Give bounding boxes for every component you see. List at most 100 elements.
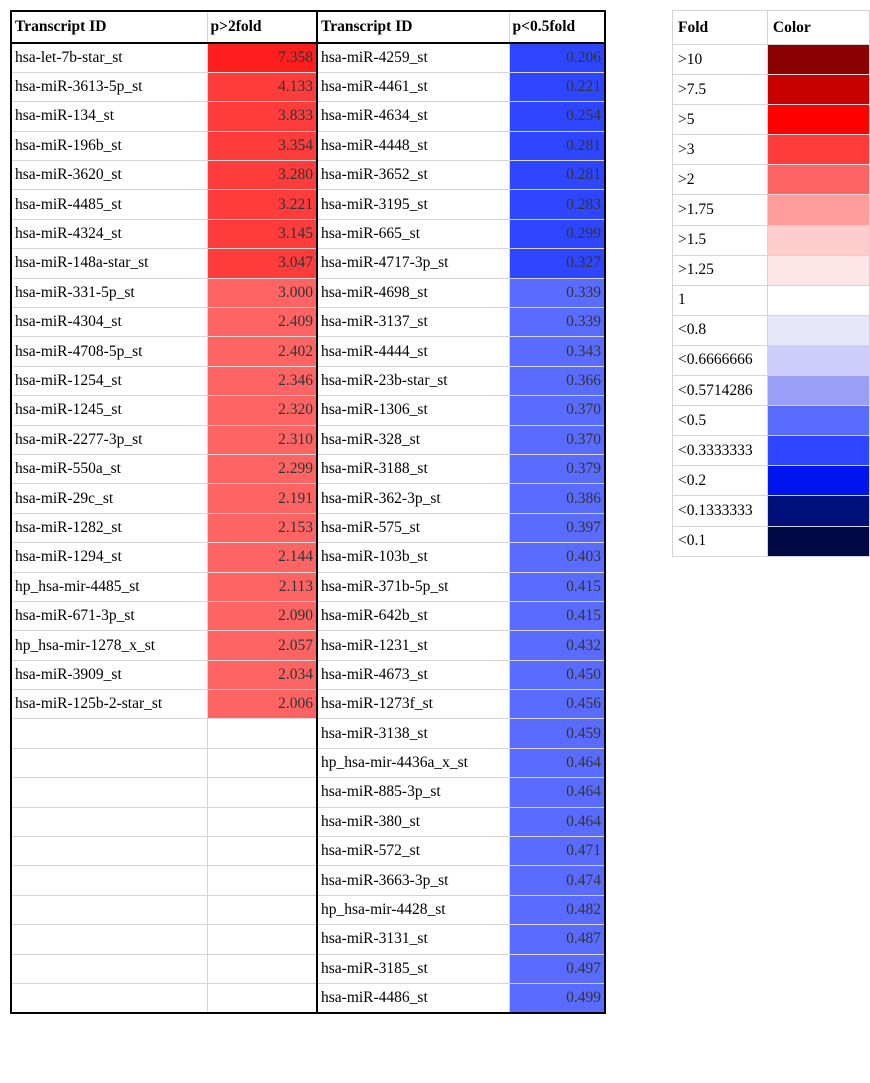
down-fold-value: 0.370: [509, 425, 606, 455]
up-transcript-id: hsa-miR-331-5p_st: [10, 278, 208, 309]
legend-color-swatch: [767, 345, 870, 377]
table-row: hsa-miR-1254_st 2.346 hsa-miR-23b-star_st 0…: [10, 366, 606, 397]
legend-color-swatch: [767, 526, 870, 557]
legend-color-swatch: [767, 315, 870, 346]
legend-fold-label: <0.1333333: [672, 495, 768, 527]
legend-fold-label: >1.5: [672, 225, 768, 256]
down-transcript-id: hp_hsa-mir-4428_st: [316, 895, 510, 926]
down-fold-value: 0.471: [509, 836, 606, 867]
up-fold-value: 2.191: [207, 483, 318, 514]
table-row: hsa-miR-4486_st 0.499: [10, 983, 606, 1014]
down-transcript-id: hsa-miR-642b_st: [316, 601, 510, 632]
table-row: hp_hsa-mir-4485_st 2.113 hsa-miR-371b-5p_s…: [10, 572, 606, 602]
down-fold-value: 0.379: [509, 454, 606, 485]
down-transcript-id: hsa-miR-575_st: [316, 513, 510, 544]
down-transcript-id: hsa-miR-3195_st: [316, 189, 510, 220]
table-row: hsa-miR-885-3p_st 0.464: [10, 777, 606, 808]
down-fold-value: 0.339: [509, 307, 606, 338]
up-transcript-id: hsa-miR-671-3p_st: [10, 601, 208, 632]
up-fold-value: 2.320: [207, 395, 318, 426]
legend-color-swatch: [767, 134, 870, 166]
down-fold-value: 0.339: [509, 278, 606, 309]
legend-fold-label: <0.5714286: [672, 375, 768, 407]
legend-row: <0.6666666: [672, 345, 870, 377]
down-fold-value: 0.327: [509, 248, 606, 279]
up-transcript-id: hsa-miR-4708-5p_st: [10, 336, 208, 367]
table-row: hsa-miR-3613-5p_st 4.133 hsa-miR-4461_st 0.…: [10, 72, 606, 103]
table-row: hsa-miR-4304_st 2.409 hsa-miR-3137_st 0.339: [10, 307, 606, 338]
up-transcript-id: [10, 954, 208, 985]
legend-row: <0.1333333: [672, 495, 870, 527]
color-legend-table: Fold Color >10 >7.5 >5 >3 >2 >1.75 >1.5 >1.25 1 <…: [672, 10, 870, 557]
down-fold-value: 0.464: [509, 748, 606, 779]
up-fold-value: 3.221: [207, 189, 318, 220]
up-fold-value: [207, 895, 318, 926]
down-fold-value: 0.487: [509, 924, 606, 955]
legend-fold-label: >1.75: [672, 194, 768, 226]
up-fold-value: 3.047: [207, 248, 318, 279]
down-fold-value: 0.432: [509, 630, 606, 661]
legend-header-color: Color: [767, 10, 870, 45]
up-fold-value: 2.034: [207, 660, 318, 691]
down-transcript-id: hsa-miR-371b-5p_st: [316, 572, 510, 602]
down-transcript-id: hsa-miR-23b-star_st: [316, 366, 510, 397]
down-transcript-id: hsa-miR-4698_st: [316, 278, 510, 309]
legend-color-swatch: [767, 255, 870, 286]
down-transcript-id: hsa-miR-1306_st: [316, 395, 510, 426]
up-fold-value: 2.153: [207, 513, 318, 544]
down-transcript-id: hsa-miR-885-3p_st: [316, 777, 510, 808]
legend-fold-label: >3: [672, 134, 768, 166]
table-row: hsa-miR-4708-5p_st 2.402 hsa-miR-4444_st 0.…: [10, 336, 606, 367]
up-transcript-id: [10, 895, 208, 926]
down-fold-value: 0.343: [509, 336, 606, 367]
header-down-fold: p<0.5fold: [509, 10, 606, 44]
legend-color-swatch: [767, 194, 870, 226]
legend-color-swatch: [767, 285, 870, 316]
legend-row: >1.5: [672, 225, 870, 256]
legend-color-swatch: [767, 405, 870, 437]
up-fold-value: 2.402: [207, 336, 318, 367]
down-transcript-id: hsa-miR-572_st: [316, 836, 510, 867]
legend-header-fold: Fold: [672, 10, 768, 45]
up-transcript-id: hsa-miR-3909_st: [10, 660, 208, 691]
up-transcript-id: [10, 718, 208, 749]
legend-fold-label: <0.1: [672, 526, 768, 557]
down-transcript-id: hsa-miR-3131_st: [316, 924, 510, 955]
table-row: hsa-miR-671-3p_st 2.090 hsa-miR-642b_st 0.4…: [10, 601, 606, 632]
down-fold-value: 0.366: [509, 366, 606, 397]
up-transcript-id: hsa-miR-1294_st: [10, 542, 208, 573]
legend-fold-label: <0.5: [672, 405, 768, 437]
legend-row: >7.5: [672, 74, 870, 106]
down-transcript-id: hsa-miR-3185_st: [316, 954, 510, 985]
up-transcript-id: [10, 748, 208, 779]
down-transcript-id: hsa-miR-4634_st: [316, 101, 510, 132]
down-fold-value: 0.464: [509, 777, 606, 808]
up-fold-value: 2.346: [207, 366, 318, 397]
up-transcript-id: hsa-miR-2277-3p_st: [10, 425, 208, 455]
table-row: hsa-miR-2277-3p_st 2.310 hsa-miR-328_st 0.3…: [10, 425, 606, 455]
up-fold-value: 2.057: [207, 630, 318, 661]
up-fold-value: 3.000: [207, 278, 318, 309]
up-transcript-id: [10, 924, 208, 955]
legend-row: >1.75: [672, 194, 870, 226]
legend-color-swatch: [767, 74, 870, 106]
legend-color-swatch: [767, 44, 870, 76]
up-fold-value: 2.090: [207, 601, 318, 632]
up-transcript-id: hsa-miR-3620_st: [10, 160, 208, 191]
legend-row: >3: [672, 134, 870, 166]
down-fold-value: 0.456: [509, 689, 606, 720]
up-transcript-id: hsa-miR-4324_st: [10, 219, 208, 250]
legend-row: <0.1: [672, 526, 870, 557]
up-transcript-id: hsa-miR-29c_st: [10, 483, 208, 514]
up-fold-value: [207, 718, 318, 749]
table-row: hp_hsa-mir-1278_x_st 2.057 hsa-miR-1231_st…: [10, 630, 606, 661]
table-row: hp_hsa-mir-4428_st 0.482: [10, 895, 606, 926]
table-row: hsa-miR-148a-star_st 3.047 hsa-miR-4717-3p…: [10, 248, 606, 279]
legend-color-swatch: [767, 104, 870, 136]
table-row: hsa-miR-125b-2-star_st 2.006 hsa-miR-1273f…: [10, 689, 606, 720]
legend-row: <0.5714286: [672, 375, 870, 407]
legend-row: >1.25: [672, 255, 870, 286]
down-fold-value: 0.397: [509, 513, 606, 544]
table-row: hsa-miR-572_st 0.471: [10, 836, 606, 867]
up-fold-value: [207, 924, 318, 955]
